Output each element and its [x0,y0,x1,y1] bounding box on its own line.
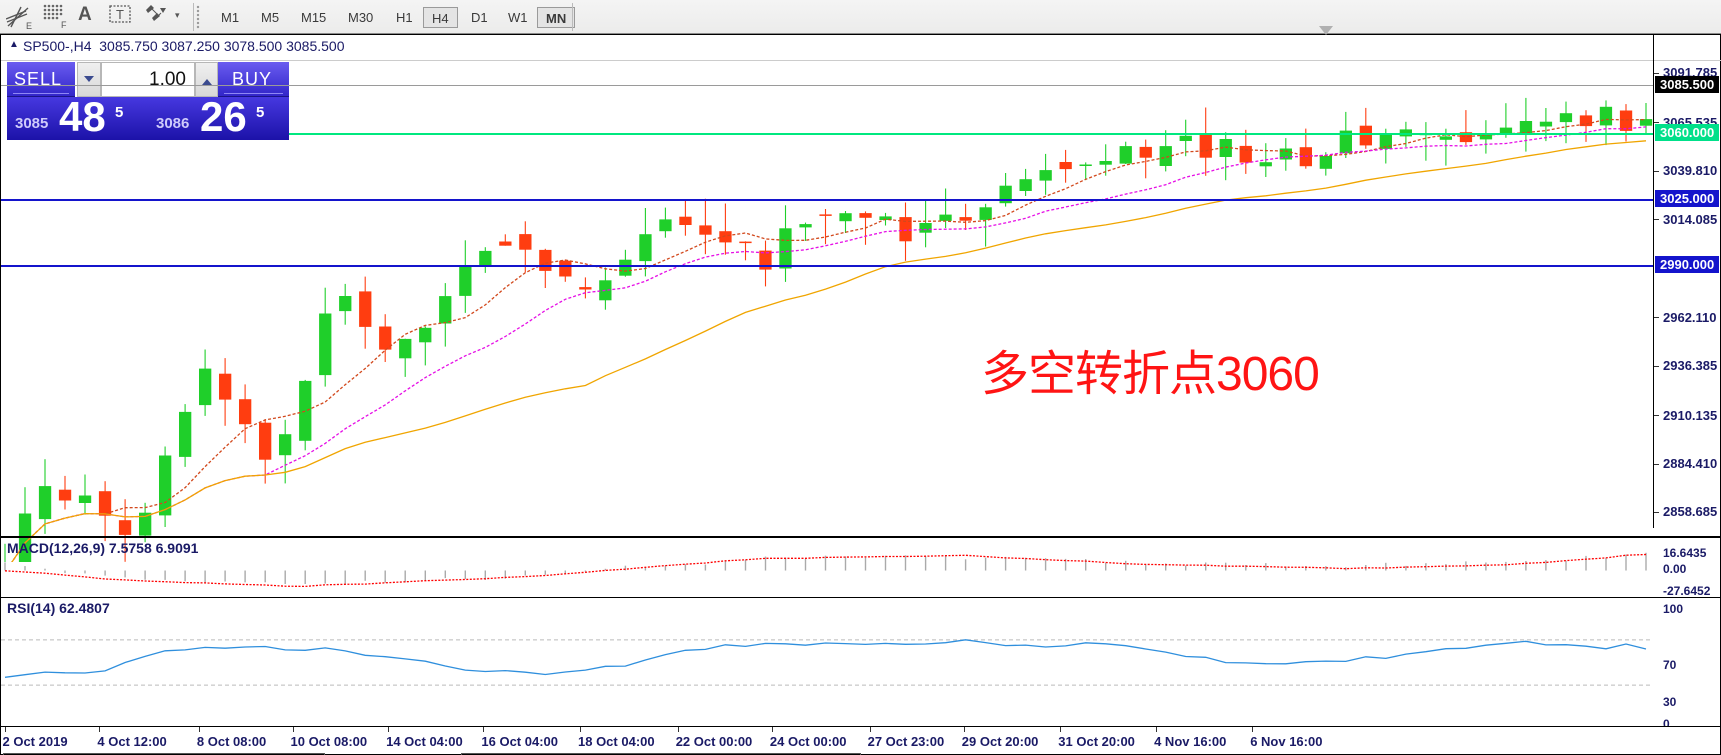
svg-text:F: F [61,20,67,30]
svg-text:E: E [26,21,32,30]
svg-text:T: T [116,7,124,22]
